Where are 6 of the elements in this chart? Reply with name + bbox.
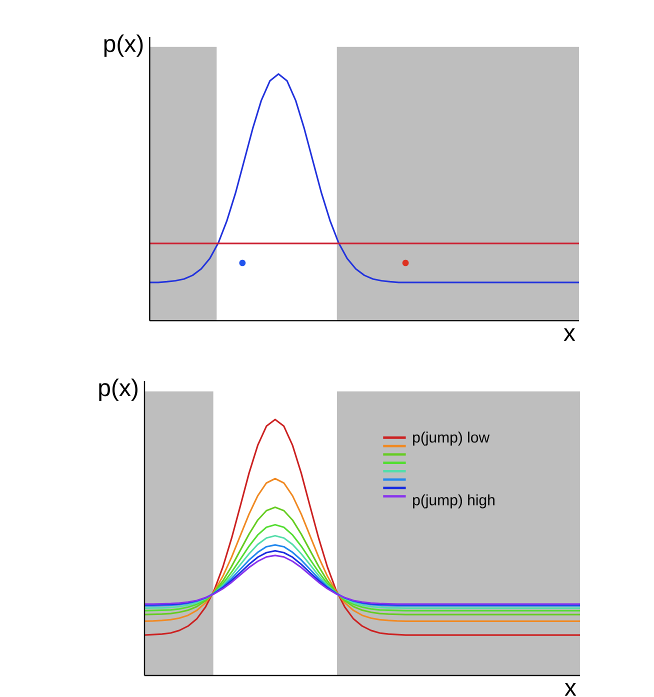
y-axis-title: p(x) [99, 378, 138, 402]
x-axis-title: x [564, 328, 576, 341]
legend-label: p(jump) low [413, 432, 490, 446]
legend-label: p(jump) high [413, 494, 494, 508]
x-axis-title: x [564, 683, 576, 696]
y-axis-title: p(x) [104, 34, 143, 57]
